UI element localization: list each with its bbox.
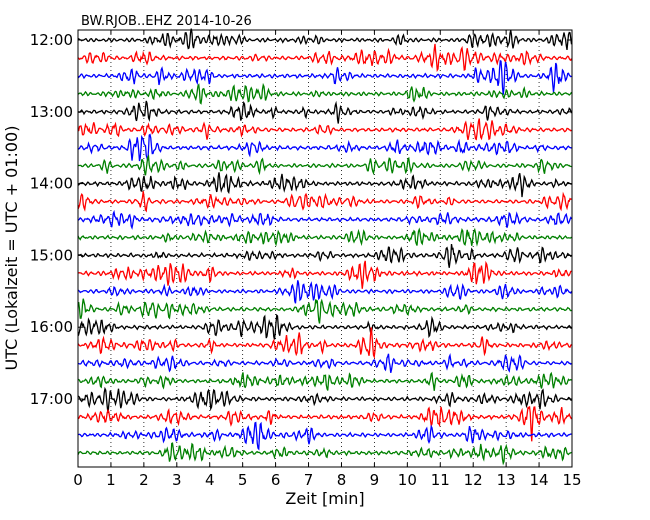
x-tick-label: 8: [337, 471, 347, 489]
x-tick-label: 13: [497, 471, 516, 489]
x-tick-label: 2: [139, 471, 149, 489]
trace-1730: [77, 421, 572, 451]
trace-1315: [77, 118, 572, 141]
trace-1345: [77, 154, 572, 176]
trace-1545: [77, 298, 572, 324]
grid-lines: [110, 30, 540, 467]
x-tick-label: 0: [73, 471, 83, 489]
trace-1500: [77, 243, 572, 268]
y-tick-label: 17:00: [30, 390, 73, 408]
x-tick-label: 14: [530, 471, 549, 489]
trace-1530: [77, 280, 573, 304]
trace-1415: [77, 191, 572, 213]
trace-1645: [77, 371, 572, 391]
trace-1230: [77, 59, 572, 95]
plot-frame: [77, 29, 573, 468]
y-axis-ticks: 12:00 13:00 14:00 15:00 16:00 17:00: [30, 31, 572, 408]
y-axis-label: UTC (Lokalzeit = UTC + 01:00): [2, 126, 21, 371]
trace-1245: [77, 82, 573, 105]
x-tick-label: 6: [271, 471, 281, 489]
trace-1200: [77, 28, 573, 51]
x-tick-label: 15: [562, 471, 581, 489]
y-tick-label: 16:00: [30, 318, 73, 336]
seismogram-traces: [77, 28, 573, 466]
trace-1445: [77, 227, 572, 247]
x-axis-label: Zeit [min]: [285, 489, 364, 508]
x-tick-label: 7: [304, 471, 314, 489]
y-tick-label: 15:00: [30, 246, 73, 264]
trace-1600: [77, 313, 572, 340]
x-tick-label: 4: [205, 471, 215, 489]
x-tick-label: 10: [398, 471, 417, 489]
trace-1400: [77, 172, 572, 198]
trace-1615: [77, 327, 573, 360]
trace-1215: [77, 43, 573, 73]
x-tick-label: 11: [431, 471, 450, 489]
trace-1300: [77, 100, 573, 124]
y-tick-label: 13:00: [30, 103, 73, 121]
trace-1745: [77, 442, 572, 466]
trace-1515: [77, 260, 572, 289]
y-tick-label: 12:00: [30, 31, 73, 49]
x-tick-label: 5: [238, 471, 248, 489]
y-tick-label: 14:00: [30, 175, 73, 193]
trace-1700: [77, 386, 572, 414]
trace-1430: [77, 209, 573, 230]
x-tick-label: 9: [370, 471, 380, 489]
trace-1715: [77, 406, 573, 442]
x-tick-label: 12: [464, 471, 483, 489]
chart-title: BW.RJOB..EHZ 2014-10-26: [81, 14, 252, 29]
x-axis-ticks: 0 1 2 3 4 5 6 7 8 9 10 11 12 13 14 15: [73, 30, 582, 489]
x-tick-label: 3: [172, 471, 182, 489]
trace-1630: [77, 353, 572, 374]
trace-1330: [77, 133, 572, 162]
x-tick-label: 1: [106, 471, 116, 489]
